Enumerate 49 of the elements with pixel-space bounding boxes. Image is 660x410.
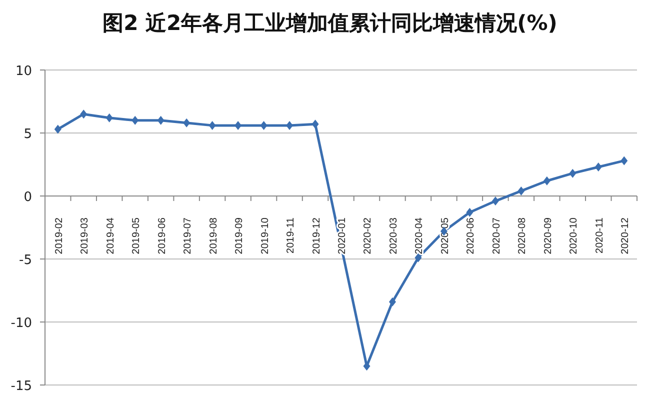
point [518,186,525,196]
y-tick-label: -5 [19,253,32,268]
point [569,168,576,178]
point [594,162,602,172]
x-tick-label: 2019-02 [54,217,65,254]
point [80,110,88,119]
x-tick-label: 2020-10 [568,217,580,254]
point [543,176,550,186]
point [183,118,190,128]
x-tick-label: 2019-07 [182,217,194,254]
point [312,120,319,129]
x-tick-label: 2019-04 [105,217,116,254]
point [157,116,164,125]
x-tick-label: 2020-07 [491,217,502,254]
x-tick-label: 2020-03 [388,217,400,254]
x-tick-label: 2019-06 [156,217,168,254]
y-tick-label: 10 [15,64,32,79]
x-tick-label: 2020-06 [466,217,477,254]
x-tick-label: 2019-10 [260,217,271,254]
x-tick-label: 2019-09 [234,217,246,254]
point [260,120,268,130]
point [286,120,294,130]
x-tick-label: 2019-03 [80,217,91,254]
x-tick-label: 2019-05 [131,217,142,254]
x-tick-label: 2020-04 [414,217,426,254]
point [414,253,422,262]
x-tick-label: 2019-08 [208,217,220,254]
point [492,196,499,206]
y-tick-label: -15 [10,379,32,394]
x-tick-label: 2020-11 [594,217,606,254]
point [620,156,628,166]
x-tick-label: 2019-11 [286,217,297,254]
x-tick-label: 2019-12 [311,217,322,254]
point [208,120,216,130]
x-tick-label: 2020-12 [620,217,632,254]
x-tick-label: 2020-02 [362,217,374,254]
y-tick-label: 0 [24,190,32,205]
point [132,116,139,125]
y-tick-label: 5 [24,127,32,142]
y-tick-label: -10 [10,316,32,331]
point [54,124,62,134]
x-tick-label: 2020-08 [517,217,528,254]
point [466,208,474,217]
point [234,120,242,130]
chart-title: 图2 近2年各月工业增加值累计同比增速情况(%) [102,11,558,35]
x-tick-label: 2020-01 [337,217,348,254]
point [106,113,113,122]
x-tick-label: 2020-09 [542,217,554,254]
point [388,297,396,306]
